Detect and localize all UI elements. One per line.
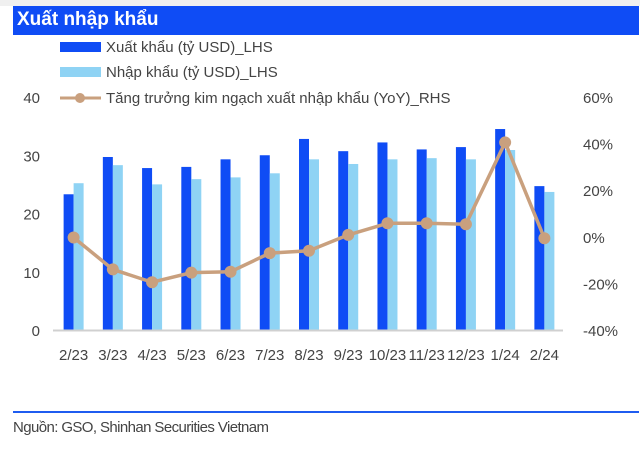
left-axis-tick: 10 [23,265,40,282]
import-bar [387,159,398,330]
x-axis-tick: 2/24 [530,347,559,364]
import-bar [426,158,437,330]
legend-import: Nhập khẩu (tỷ USD)_LHS [60,62,278,82]
legend-label: Nhập khẩu (tỷ USD)_LHS [106,63,278,81]
legend-swatch-growth [60,93,101,103]
export-bar [299,138,309,330]
legend-label: Tăng trưởng kim ngạch xuất nhập khẩu (Yo… [106,89,451,107]
x-axis-tick: 6/23 [216,347,245,364]
x-axis-tick: 11/23 [408,347,444,364]
import-bar [544,191,555,330]
x-axis-tick: 7/23 [255,347,284,364]
import-bar [309,159,319,330]
import-bar [230,177,241,330]
export-bar [416,149,427,330]
x-axis-tick: 1/24 [491,347,520,364]
growth-point [538,232,551,245]
growth-point [499,136,512,149]
import-bar [152,184,163,330]
growth-point [303,244,315,257]
growth-point [146,276,159,289]
x-axis-tick: 5/23 [177,347,206,364]
growth-point [459,218,472,231]
right-axis-tick: 20% [583,183,613,200]
x-axis-tick: 3/23 [98,347,127,364]
import-bar [348,163,359,330]
top-band [0,0,640,6]
x-axis-tick: 10/23 [369,347,407,364]
export-bar [455,147,466,330]
right-axis-tick: -20% [583,276,618,293]
export-bar [495,129,506,330]
x-axis-tick: 8/23 [294,347,323,364]
x-axis-tick: 12/23 [447,347,485,364]
export-bar [534,186,545,330]
import-bar [505,150,516,330]
title-bar: Xuất nhập khẩu [13,6,639,35]
legend-growth: Tăng trưởng kim ngạch xuất nhập khẩu (Yo… [60,88,451,108]
export-bar [142,168,153,330]
legend-swatch-export [60,42,101,52]
legend-export: Xuất khẩu (tỷ USD)_LHS [60,37,273,57]
export-bar [377,142,388,330]
right-axis-tick: 60% [583,90,613,107]
left-axis-tick: 0 [32,323,40,340]
right-axis-tick: 0% [583,230,605,247]
legend-swatch-import [60,67,101,77]
import-bar [465,159,476,330]
growth-point [67,231,80,244]
x-axis-tick: 2/23 [59,347,88,364]
import-bar [191,179,202,330]
export-bar [102,156,113,330]
source-note: Nguồn: GSO, Shinhan Securities Vietnam [13,419,269,436]
right-axis-tick: 40% [583,137,613,154]
x-axis-tick: 4/23 [137,347,166,364]
growth-point [106,263,119,276]
export-bar [63,194,74,330]
source-divider [13,411,639,413]
legend-label: Xuất khẩu (tỷ USD)_LHS [106,38,273,56]
right-axis-tick: -40% [583,323,618,340]
left-axis-tick: 30 [23,148,40,165]
import-bar [73,183,84,330]
left-axis-tick: 40 [23,90,40,107]
left-axis-tick: 20 [23,207,40,224]
growth-point [185,266,198,279]
export-bar [220,159,231,330]
growth-point [263,247,276,260]
growth-point [420,217,433,230]
chart-title: Xuất nhập khẩu [17,9,159,30]
growth-point [342,228,355,241]
growth-point [381,217,394,230]
x-axis-tick: 9/23 [334,347,363,364]
export-bar [181,166,192,330]
growth-point [224,265,237,278]
export-bar [338,151,349,330]
import-bar [112,165,123,330]
export-bar [259,155,270,330]
